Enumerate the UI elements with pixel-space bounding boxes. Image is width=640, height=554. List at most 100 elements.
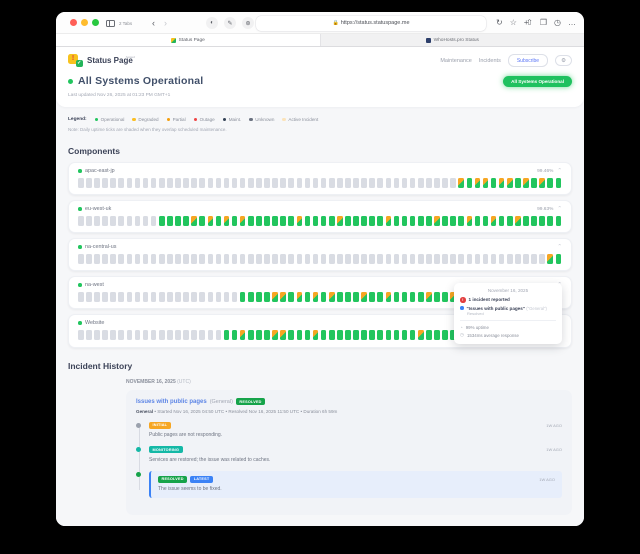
uptime-tick[interactable] bbox=[450, 178, 456, 188]
uptime-tick[interactable] bbox=[539, 216, 545, 226]
uptime-tick[interactable] bbox=[328, 254, 335, 264]
uptime-tick[interactable] bbox=[555, 216, 562, 226]
extension-pen-button[interactable]: ✎ bbox=[224, 17, 236, 29]
uptime-tick[interactable] bbox=[531, 254, 537, 264]
uptime-tick[interactable] bbox=[247, 330, 254, 340]
uptime-tick[interactable] bbox=[175, 216, 181, 226]
uptime-tick[interactable] bbox=[110, 254, 116, 264]
uptime-tick[interactable] bbox=[320, 254, 327, 264]
uptime-tick[interactable] bbox=[86, 178, 92, 188]
uptime-tick[interactable] bbox=[320, 178, 327, 188]
uptime-tick[interactable] bbox=[401, 216, 408, 226]
uptime-tick[interactable] bbox=[417, 330, 424, 340]
uptime-tick[interactable] bbox=[94, 330, 100, 340]
uptime-tick[interactable] bbox=[126, 254, 133, 264]
uptime-tick[interactable] bbox=[296, 330, 303, 340]
zoom-window-button[interactable] bbox=[92, 19, 99, 26]
uptime-tick[interactable] bbox=[110, 178, 116, 188]
uptime-tick[interactable] bbox=[175, 254, 181, 264]
uptime-tick[interactable] bbox=[78, 330, 84, 340]
uptime-tick[interactable] bbox=[337, 216, 343, 226]
uptime-tick[interactable] bbox=[434, 216, 440, 226]
expand-icon[interactable]: ⌃ bbox=[557, 206, 562, 212]
uptime-tick[interactable] bbox=[102, 216, 108, 226]
uptime-tick[interactable] bbox=[191, 292, 197, 302]
uptime-tick[interactable] bbox=[482, 178, 489, 188]
uptime-tick[interactable] bbox=[401, 292, 408, 302]
uptime-tick[interactable] bbox=[345, 254, 351, 264]
tab-status-page[interactable]: Status Page bbox=[56, 34, 321, 46]
uptime-tick[interactable] bbox=[158, 178, 165, 188]
uptime-tick[interactable] bbox=[417, 178, 424, 188]
uptime-tick[interactable] bbox=[490, 216, 497, 226]
uptime-tick[interactable] bbox=[288, 254, 295, 264]
uptime-tick[interactable] bbox=[158, 330, 165, 340]
uptime-tick[interactable] bbox=[409, 330, 416, 340]
uptime-tick[interactable] bbox=[183, 254, 189, 264]
expand-icon[interactable]: ⌃ bbox=[557, 244, 562, 250]
uptime-tick[interactable] bbox=[223, 254, 230, 264]
uptime-tick[interactable] bbox=[531, 178, 537, 188]
uptime-tick[interactable] bbox=[474, 178, 481, 188]
uptime-tick[interactable] bbox=[86, 216, 92, 226]
history-clock-button[interactable]: ◷ bbox=[554, 18, 561, 27]
uptime-tick[interactable] bbox=[458, 254, 464, 264]
uptime-tick[interactable] bbox=[150, 254, 157, 264]
uptime-tick[interactable] bbox=[134, 254, 141, 264]
uptime-tick[interactable] bbox=[401, 254, 408, 264]
uptime-tick[interactable] bbox=[256, 178, 262, 188]
uptime-tick[interactable] bbox=[280, 254, 286, 264]
uptime-tick[interactable] bbox=[393, 178, 400, 188]
uptime-tick[interactable] bbox=[231, 216, 238, 226]
expand-icon[interactable]: ⌃ bbox=[557, 168, 562, 174]
uptime-tick[interactable] bbox=[215, 216, 222, 226]
uptime-tick[interactable] bbox=[239, 216, 246, 226]
uptime-tick[interactable] bbox=[134, 216, 141, 226]
close-window-button[interactable] bbox=[70, 19, 77, 26]
settings-gear-button[interactable]: ⚙ bbox=[555, 55, 572, 66]
uptime-tick[interactable] bbox=[296, 254, 303, 264]
uptime-tick[interactable] bbox=[264, 292, 270, 302]
uptime-tick[interactable] bbox=[369, 254, 375, 264]
uptime-tick[interactable] bbox=[320, 292, 327, 302]
uptime-tick[interactable] bbox=[280, 292, 286, 302]
uptime-tick[interactable] bbox=[393, 292, 400, 302]
uptime-tick[interactable] bbox=[110, 292, 116, 302]
uptime-tick[interactable] bbox=[312, 178, 319, 188]
uptime-tick[interactable] bbox=[506, 254, 513, 264]
uptime-tick[interactable] bbox=[256, 292, 262, 302]
uptime-tick[interactable] bbox=[401, 178, 408, 188]
uptime-tick[interactable] bbox=[134, 178, 141, 188]
uptime-tick[interactable] bbox=[175, 330, 181, 340]
uptime-tick[interactable] bbox=[328, 178, 335, 188]
uptime-tick[interactable] bbox=[264, 178, 270, 188]
uptime-tick[interactable] bbox=[515, 254, 521, 264]
uptime-tick[interactable] bbox=[102, 178, 108, 188]
uptime-tick[interactable] bbox=[126, 178, 133, 188]
uptime-tick[interactable] bbox=[304, 178, 311, 188]
uptime-tick[interactable] bbox=[385, 292, 392, 302]
uptime-tick[interactable] bbox=[167, 292, 173, 302]
sidebar-toggle[interactable]: 2 Tabs bbox=[106, 12, 132, 34]
uptime-tick[interactable] bbox=[239, 292, 246, 302]
uptime-tick[interactable] bbox=[377, 330, 384, 340]
uptime-tick[interactable] bbox=[150, 216, 157, 226]
uptime-tick[interactable] bbox=[199, 178, 205, 188]
uptime-tick[interactable] bbox=[539, 254, 545, 264]
uptime-tick[interactable] bbox=[312, 292, 319, 302]
uptime-tick[interactable] bbox=[94, 178, 100, 188]
uptime-tick[interactable] bbox=[369, 292, 375, 302]
uptime-tick[interactable] bbox=[239, 330, 246, 340]
uptime-tick[interactable] bbox=[296, 292, 303, 302]
uptime-tick[interactable] bbox=[296, 178, 303, 188]
uptime-tick[interactable] bbox=[320, 216, 327, 226]
uptime-tick[interactable] bbox=[86, 254, 92, 264]
uptime-tick[interactable] bbox=[442, 216, 448, 226]
uptime-tick[interactable] bbox=[272, 178, 278, 188]
tab-overview-button[interactable]: ❐ bbox=[539, 18, 548, 27]
bookmark-star-button[interactable]: ☆ bbox=[509, 18, 517, 27]
uptime-tick[interactable] bbox=[191, 254, 197, 264]
uptime-tick[interactable] bbox=[183, 292, 189, 302]
uptime-tick[interactable] bbox=[377, 178, 384, 188]
uptime-tick[interactable] bbox=[86, 292, 92, 302]
